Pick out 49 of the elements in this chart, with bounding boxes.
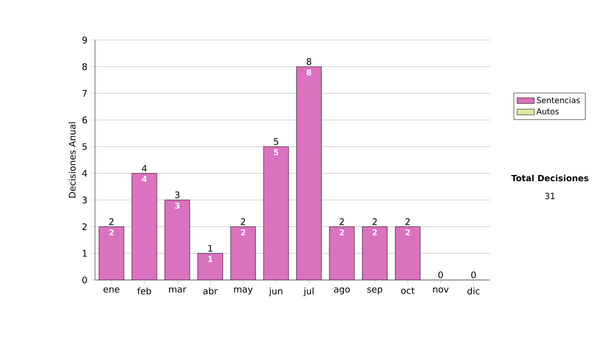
x-tick-label: abr (203, 287, 218, 294)
x-tick-label: nov (433, 287, 449, 293)
legend-label: Sentencias (536, 97, 580, 104)
total-label: 0 (438, 271, 443, 278)
y-tick-label: 7 (82, 90, 87, 97)
legend-label: Autos (536, 108, 559, 114)
x-tick-label: ago (334, 287, 350, 294)
y-tick-label: 1 (82, 250, 87, 257)
data-label: 1 (208, 256, 212, 262)
total-label: 0 (471, 271, 476, 278)
total-label: 2 (406, 218, 410, 225)
x-tick-label: mar (169, 287, 186, 293)
y-tick-label: 3 (82, 196, 87, 204)
data-label: 5 (274, 149, 278, 156)
x-tick-label: jun (268, 287, 282, 296)
x-tick-label: sep (367, 287, 382, 294)
y-axis-title: Decisiones Anual (68, 122, 76, 198)
total-label: 4 (142, 165, 147, 172)
y-tick-label: 4 (82, 170, 88, 177)
y-tick-label: 2 (82, 223, 87, 230)
x-tick-label: jul (303, 287, 314, 296)
data-label: 4 (142, 176, 147, 182)
data-label: 3 (175, 202, 180, 209)
data-label: 2 (406, 229, 410, 236)
x-tick-label: dic (467, 287, 480, 294)
data-label: 2 (372, 229, 377, 236)
total-label: 2 (240, 218, 246, 225)
total-label: 8 (306, 58, 312, 65)
data-label: 8 (306, 69, 312, 76)
y-tick-label: 9 (82, 36, 87, 44)
total-label: 1 (208, 245, 212, 252)
y-tick-label: 0 (82, 276, 87, 284)
data-label: 2 (340, 229, 344, 236)
y-tick-label: 5 (82, 143, 87, 150)
total-label: 2 (372, 218, 377, 225)
text: Total Decisiones (511, 174, 588, 182)
x-tick-label: ene (104, 287, 120, 293)
total-label: 5 (274, 138, 278, 145)
x-tick-label: may (234, 287, 253, 294)
y-tick-label: 8 (82, 63, 87, 70)
x-tick-label: oct (401, 287, 414, 294)
x-tick-label: feb (137, 287, 152, 294)
text: 31 (545, 192, 555, 200)
data-label: 2 (109, 229, 114, 236)
total-label: 2 (340, 218, 344, 225)
data-label: 2 (240, 229, 246, 236)
total-label: 3 (175, 191, 180, 198)
total-label: 2 (109, 218, 114, 225)
y-tick-label: 6 (82, 116, 87, 124)
